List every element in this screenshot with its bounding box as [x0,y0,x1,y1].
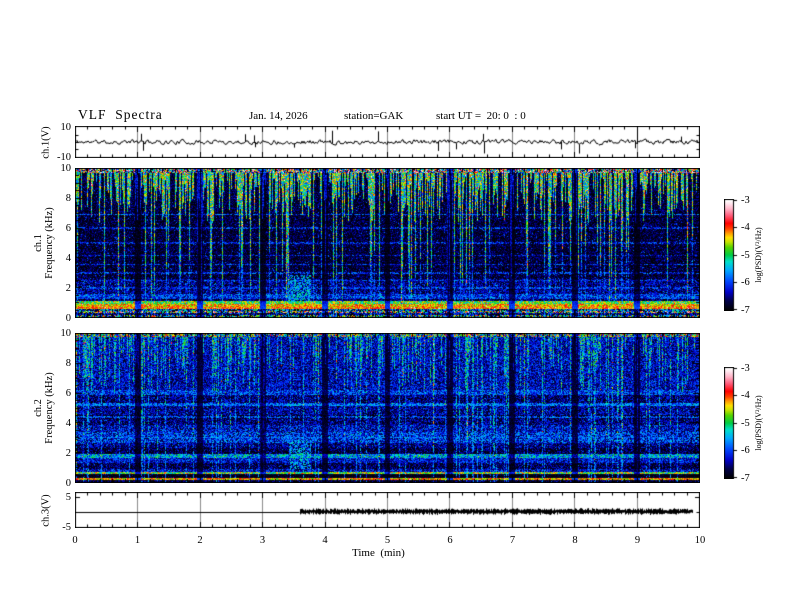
spec1-ytick: 4 [65,252,71,264]
ch3-ytick: -5 [62,521,71,533]
start-ut-label: start UT = 20: 0 : 0 [436,110,526,122]
x-tick: 5 [384,534,391,546]
colorbar1-tick: -6 [741,277,750,288]
ch3-level-plot [75,492,700,528]
x-tick: 3 [259,534,266,546]
colorbar2 [724,367,738,479]
ch3-ytick: 5 [65,491,71,503]
spec2-ytick: 0 [65,477,71,489]
x-tick: 1 [134,534,141,546]
x-tick: 9 [634,534,641,546]
x-tick: 0 [72,534,78,546]
spec1-ytick: 10 [60,162,72,174]
xaxis-title: Time (min) [352,547,405,559]
ch1-wave-ytick: -10 [57,151,71,163]
colorbar1-tick: -7 [741,304,750,316]
ch1-spectrogram [75,168,700,318]
colorbar2-tick: -4 [741,390,750,401]
x-tick: 7 [509,534,516,546]
spec1-ytick: 8 [65,192,71,204]
spec1-ytick: 0 [65,312,71,324]
station-label: station=GAK [344,110,404,122]
figure-title: VLF Spectra [78,107,163,122]
spec2-ytick: 4 [65,417,71,429]
spec2-ytick: 10 [60,327,72,339]
spec1-ylabel: ch.1 Frequency (kHz) [33,163,55,323]
x-tick: 10 [694,534,706,546]
x-tick: 4 [322,534,328,546]
colorbar1-tick: -3 [741,194,750,206]
spec1-ytick: 6 [65,222,71,234]
spec2-ytick: 8 [65,357,71,369]
x-tick: 2 [197,534,203,546]
colorbar1 [724,199,738,311]
colorbar1-tick: -5 [741,249,750,261]
colorbar2-tick: -7 [741,472,750,484]
colorbar1-tick: -4 [741,222,750,233]
spec1-ylabel-line2: Frequency (kHz) [44,207,55,279]
colorbar2-tick: -6 [741,445,750,456]
spec1-ylabel-line1: ch.1 [33,234,44,252]
spec2-ytick: 6 [65,387,71,399]
x-tick: 6 [447,534,453,546]
ch1-waveform-plot [75,126,700,158]
colorbar2-tick: -5 [741,417,750,429]
spec1-ytick: 2 [65,282,71,294]
date-label: Jan. 14, 2026 [249,110,308,122]
spec2-ytick: 2 [65,447,71,459]
ch1-wave-ytick: 10 [60,121,72,133]
x-tick: 8 [572,534,578,546]
colorbar2-tick: -3 [741,362,750,374]
ch2-spectrogram [75,333,700,483]
